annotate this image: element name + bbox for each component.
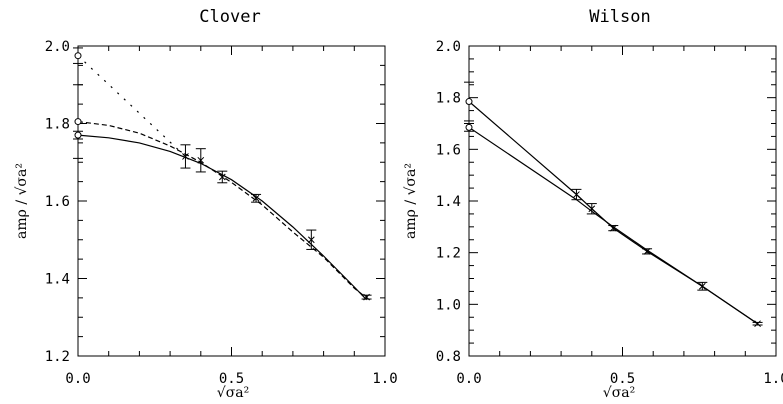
clover-data-point	[307, 236, 315, 244]
clover-panel: Clover 0.0 0.5 1.0 1.2 1.4 1.6 1.8 2.0 √σa² amρ…	[14, 7, 398, 401]
wilson-y-tick-label: 1.0	[436, 297, 461, 313]
wilson-x-tick-label: 0.0	[456, 371, 481, 387]
clover-x-tick-label: 0.0	[65, 371, 90, 387]
clover-x-label: √σa²	[217, 385, 249, 401]
wilson-y-label: amρ / √σa²	[403, 163, 419, 239]
clover-fit-curve-dashed	[77, 121, 367, 299]
clover-data-points	[73, 47, 372, 301]
clover-data-point	[252, 194, 260, 202]
wilson-data-point	[698, 282, 706, 290]
wilson-y-tick-label: 1.8	[436, 91, 461, 107]
clover-x-tick-label: 1.0	[372, 371, 397, 387]
wilson-data-point	[643, 248, 651, 255]
wilson-y-tick-label: 1.6	[436, 142, 461, 158]
clover-y-tick-label: 1.4	[45, 272, 70, 288]
clover-y-label: amρ / √σa²	[14, 163, 30, 239]
wilson-data-point	[588, 205, 596, 213]
wilson-y-tick-label: 1.2	[436, 246, 461, 262]
clover-ticks: 0.0 0.5 1.0 1.2 1.4 1.6 1.8 2.0	[45, 39, 398, 387]
wilson-panel: Wilson 0.0 0.5 1.0 0.8 1.0 1.2 1.4 1.6 1.8 2.0 √σ…	[403, 7, 783, 401]
wilson-fit-curve-solid	[468, 101, 758, 325]
wilson-data-point	[609, 224, 617, 232]
clover-fit-curves	[77, 55, 368, 301]
clover-fit-curve-solid	[77, 134, 368, 301]
clover-data-point	[218, 173, 226, 181]
wilson-data-point	[754, 320, 761, 328]
wilson-extrapolation-point	[465, 123, 473, 131]
wilson-y-tick-label: 0.8	[436, 349, 461, 365]
clover-y-tick-label: 2.0	[45, 39, 70, 55]
clover-extrapolation-point	[74, 131, 82, 139]
wilson-plot-frame	[468, 45, 777, 357]
clover-x-tick-label: 0.5	[219, 371, 244, 387]
wilson-title: Wilson	[589, 7, 650, 27]
wilson-extrapolation-point	[465, 98, 473, 106]
wilson-x-tick-label: 1.0	[763, 371, 783, 387]
clover-data-point	[182, 153, 189, 160]
clover-plot-frame	[77, 45, 386, 357]
clover-fit-curve-dotted	[77, 55, 186, 157]
wilson-data-points	[464, 81, 763, 328]
wilson-fit-curves	[468, 101, 758, 325]
clover-data-point	[197, 156, 205, 164]
wilson-data-point	[573, 191, 580, 198]
wilson-x-tick-label: 0.5	[610, 371, 635, 387]
wilson-y-tick-label: 1.4	[436, 194, 461, 210]
clover-extrapolation-point	[74, 52, 82, 60]
clover-y-tick-label: 1.6	[45, 194, 70, 210]
clover-extrapolation-point	[74, 118, 82, 126]
clover-title: Clover	[199, 7, 260, 27]
wilson-ticks: 0.0 0.5 1.0 0.8 1.0 1.2 1.4 1.6 1.8 2.0	[436, 39, 783, 387]
clover-data-point	[363, 293, 370, 301]
wilson-y-tick-label: 2.0	[436, 39, 461, 55]
clover-y-tick-label: 1.8	[45, 117, 70, 133]
wilson-x-label: √σa²	[603, 385, 635, 401]
clover-y-tick-label: 1.2	[45, 349, 70, 365]
